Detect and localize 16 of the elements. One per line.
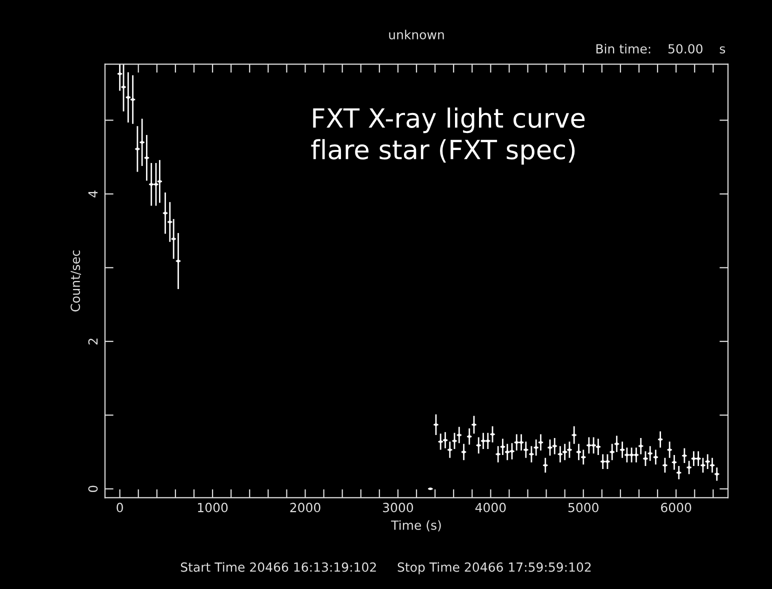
x-tick-label: 5000 bbox=[568, 502, 598, 512]
x-tick-label: 0 bbox=[116, 502, 123, 512]
x-tick-label: 3000 bbox=[383, 502, 414, 512]
y-axis-title: Count/sec bbox=[70, 250, 82, 312]
x-tick-label: 2000 bbox=[290, 502, 320, 512]
x-tick-label: 4000 bbox=[475, 502, 506, 512]
x-axis-title: Time (s) bbox=[391, 520, 441, 532]
x-tick-label: 1000 bbox=[198, 502, 228, 512]
annotation: FXT X-ray light curve flare star (FXT spec) bbox=[311, 108, 585, 165]
x-tick-label: 6000 bbox=[661, 502, 692, 512]
chart-title: unknown bbox=[389, 30, 444, 40]
y-tick-label: 4 bbox=[88, 190, 98, 198]
text: Bin time: 50.00 s bbox=[596, 44, 726, 54]
text: Start Time 20466 16:13:19:102 Stop Time 20466 17:59:59:102 bbox=[180, 562, 591, 574]
y-tick-label: 2 bbox=[88, 338, 98, 344]
y-tick-label: 0 bbox=[88, 486, 98, 492]
